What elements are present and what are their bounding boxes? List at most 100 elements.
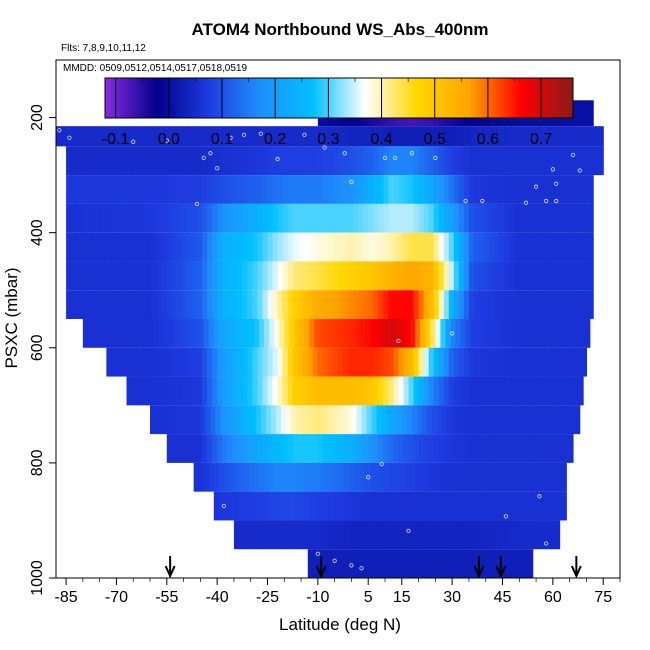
heatmap-cell (418, 126, 425, 147)
heatmap-cell (515, 520, 522, 550)
heatmap-cell (322, 175, 329, 204)
heatmap-cell (301, 405, 307, 435)
heatmap-cell (541, 319, 547, 348)
heatmap-cell (423, 261, 430, 291)
heatmap-cell (489, 146, 495, 176)
heatmap-cell (136, 175, 143, 204)
heatmap-cell (393, 203, 400, 233)
flights-note: Flts: 7,8,9,10,11,12 (61, 43, 146, 54)
heatmap-cell (526, 319, 532, 348)
heatmap-cell (297, 126, 304, 147)
heatmap-cell (198, 462, 205, 492)
heatmap-cell (289, 491, 295, 521)
heatmap-cell (388, 376, 394, 406)
heatmap-cell (359, 520, 366, 550)
heatmap-cell (343, 126, 349, 147)
sample-point (359, 566, 364, 571)
heatmap-cell (403, 126, 410, 147)
x-tick-label: -25 (256, 589, 279, 606)
heatmap-cell (524, 126, 530, 147)
heatmap-cell (353, 232, 359, 262)
heatmap-cell (373, 232, 379, 262)
heatmap-cell (373, 203, 379, 233)
heatmap-cell (186, 434, 193, 463)
heatmap-cell (589, 232, 594, 262)
heatmap-cell (458, 146, 465, 176)
sample-point (406, 528, 411, 533)
heatmap-cell (259, 462, 265, 492)
heatmap-cell (252, 376, 259, 406)
plot-frame (55, 59, 621, 579)
colorbar-tick-label: 0.1 (211, 131, 233, 148)
heatmap-cell (448, 126, 455, 147)
heatmap-cell (529, 232, 535, 262)
heatmap-cell (408, 232, 415, 262)
heatmap-cell (388, 347, 394, 377)
heatmap-cell (207, 126, 213, 147)
heatmap-cell (146, 232, 153, 262)
heatmap-cell (181, 376, 188, 406)
heatmap-cell (212, 203, 218, 233)
heatmap-cell (274, 319, 280, 348)
heatmap-cell (453, 290, 460, 319)
heatmap-cell (111, 290, 118, 319)
heatmap-cell (520, 520, 527, 550)
heatmap-cell (489, 175, 495, 204)
heatmap-cell (254, 319, 260, 348)
heatmap-cell (202, 203, 208, 233)
heatmap-cell (136, 261, 143, 291)
heatmap-cell (207, 203, 213, 233)
heatmap-cell (151, 146, 158, 176)
heatmap-cell (232, 146, 238, 176)
flight-arrow-head (315, 565, 327, 579)
heatmap-cell (361, 405, 368, 435)
heatmap-cell (510, 491, 517, 521)
heatmap-cell (551, 319, 557, 348)
heatmap-cell (338, 232, 344, 262)
heatmap-cell (155, 405, 161, 435)
heatmap-cell (519, 347, 525, 377)
heatmap-cell (584, 261, 591, 291)
heatmap-cell (578, 405, 581, 435)
heatmap-cell (324, 520, 331, 550)
heatmap-cell (257, 376, 264, 406)
heatmap-cell (534, 126, 541, 147)
heatmap-cell (562, 405, 569, 435)
heatmap-cell (131, 261, 138, 291)
sample-point (131, 139, 136, 144)
heatmap-cell (66, 261, 72, 291)
sample-point (215, 166, 220, 171)
colorbar-tick-label: 0.4 (370, 131, 392, 148)
heatmap-cell (435, 491, 441, 521)
heatmap-cell (240, 405, 247, 435)
heatmap-cell (222, 175, 228, 204)
heatmap-cell (197, 175, 203, 204)
heatmap-cell (339, 462, 346, 492)
heatmap-cell (171, 376, 178, 406)
heatmap-cell (475, 520, 482, 550)
heatmap-cell (494, 175, 500, 204)
heatmap-cell (176, 261, 183, 291)
heatmap-cell (405, 491, 411, 521)
heatmap-cell (403, 549, 410, 578)
heatmap-cell (304, 520, 311, 550)
heatmap-cell (282, 434, 289, 463)
heatmap-cell (484, 126, 490, 147)
heatmap-cell (343, 203, 349, 233)
heatmap-cell (212, 347, 218, 377)
sample-point (382, 155, 388, 160)
heatmap-cell (197, 290, 203, 319)
heatmap-cell (398, 175, 405, 204)
heatmap-cell (166, 126, 173, 147)
heatmap-cell (348, 203, 354, 233)
heatmap-cell (173, 319, 180, 348)
heatmap-cell (343, 376, 349, 406)
heatmap-cell (346, 405, 353, 435)
heatmap-cell (131, 126, 138, 147)
heatmap-cell (210, 405, 217, 435)
heatmap-cell (217, 203, 223, 233)
heatmap-cell (284, 462, 290, 492)
heatmap-cell (207, 434, 213, 463)
heatmap-cell (252, 175, 259, 204)
heatmap-cell (584, 146, 591, 176)
